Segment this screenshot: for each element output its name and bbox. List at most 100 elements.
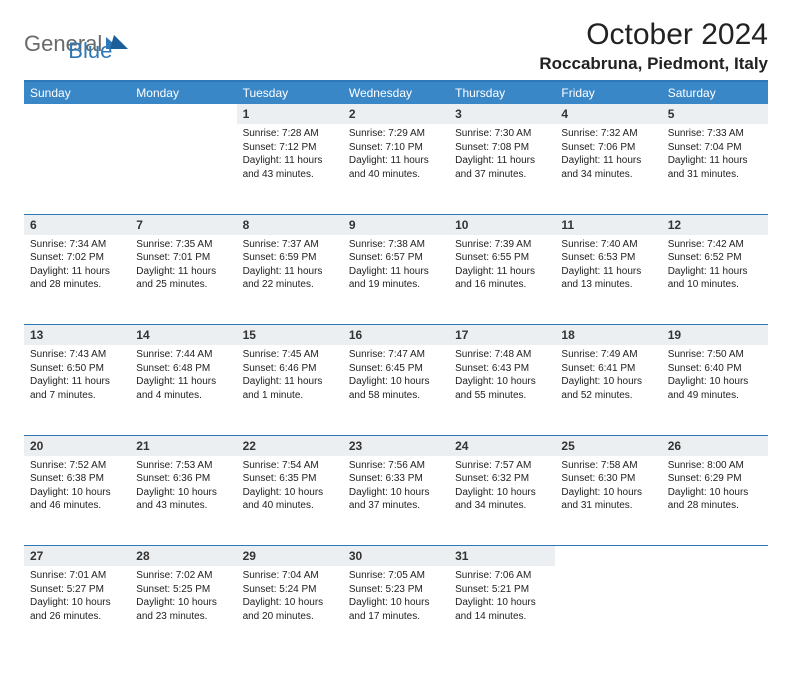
- day-cell: Sunrise: 7:44 AMSunset: 6:48 PMDaylight:…: [130, 345, 236, 435]
- sunrise-text: Sunrise: 7:42 AM: [668, 238, 762, 252]
- daylight-text: Daylight: 11 hours and 25 minutes.: [136, 265, 230, 292]
- daylight-text: Daylight: 10 hours and 34 minutes.: [455, 486, 549, 513]
- day-number: 24: [449, 435, 555, 456]
- day-number: [130, 104, 236, 124]
- sunset-text: Sunset: 6:52 PM: [668, 251, 762, 265]
- sunrise-text: Sunrise: 7:53 AM: [136, 459, 230, 473]
- day-number: [24, 104, 130, 124]
- day-content-row: Sunrise: 7:01 AMSunset: 5:27 PMDaylight:…: [24, 566, 768, 656]
- daylight-text: Daylight: 10 hours and 17 minutes.: [349, 596, 443, 623]
- day-number: 4: [555, 104, 661, 124]
- sunset-text: Sunset: 6:45 PM: [349, 362, 443, 376]
- daylight-text: Daylight: 10 hours and 14 minutes.: [455, 596, 549, 623]
- daylight-text: Daylight: 10 hours and 26 minutes.: [30, 596, 124, 623]
- sunset-text: Sunset: 5:21 PM: [455, 583, 549, 597]
- sunrise-text: Sunrise: 7:57 AM: [455, 459, 549, 473]
- sunrise-text: Sunrise: 8:00 AM: [668, 459, 762, 473]
- page-title: October 2024: [539, 18, 768, 52]
- daylight-text: Daylight: 11 hours and 10 minutes.: [668, 265, 762, 292]
- location: Roccabruna, Piedmont, Italy: [539, 54, 768, 74]
- day-number: 23: [343, 435, 449, 456]
- sunset-text: Sunset: 6:41 PM: [561, 362, 655, 376]
- sunset-text: Sunset: 6:33 PM: [349, 472, 443, 486]
- day-content-row: Sunrise: 7:34 AMSunset: 7:02 PMDaylight:…: [24, 235, 768, 325]
- day-cell: Sunrise: 7:50 AMSunset: 6:40 PMDaylight:…: [662, 345, 768, 435]
- sunrise-text: Sunrise: 7:38 AM: [349, 238, 443, 252]
- day-number: 20: [24, 435, 130, 456]
- day-number: 3: [449, 104, 555, 124]
- daylight-text: Daylight: 10 hours and 37 minutes.: [349, 486, 443, 513]
- day-content-row: Sunrise: 7:43 AMSunset: 6:50 PMDaylight:…: [24, 345, 768, 435]
- sunset-text: Sunset: 6:38 PM: [30, 472, 124, 486]
- sunrise-text: Sunrise: 7:49 AM: [561, 348, 655, 362]
- day-number: 29: [237, 546, 343, 567]
- day-number: 26: [662, 435, 768, 456]
- day-cell: Sunrise: 7:43 AMSunset: 6:50 PMDaylight:…: [24, 345, 130, 435]
- sunset-text: Sunset: 7:04 PM: [668, 141, 762, 155]
- sunset-text: Sunset: 6:55 PM: [455, 251, 549, 265]
- daylight-text: Daylight: 11 hours and 40 minutes.: [349, 154, 443, 181]
- sunrise-text: Sunrise: 7:02 AM: [136, 569, 230, 583]
- day-number: 12: [662, 214, 768, 235]
- day-header: Tuesday: [237, 81, 343, 104]
- daylight-text: Daylight: 11 hours and 37 minutes.: [455, 154, 549, 181]
- logo: General Blue: [24, 18, 112, 64]
- day-cell: Sunrise: 7:34 AMSunset: 7:02 PMDaylight:…: [24, 235, 130, 325]
- day-cell: Sunrise: 7:47 AMSunset: 6:45 PMDaylight:…: [343, 345, 449, 435]
- day-number-row: 12345: [24, 104, 768, 124]
- day-number: 1: [237, 104, 343, 124]
- day-cell: Sunrise: 7:01 AMSunset: 5:27 PMDaylight:…: [24, 566, 130, 656]
- day-cell: Sunrise: 7:28 AMSunset: 7:12 PMDaylight:…: [237, 124, 343, 214]
- day-cell: Sunrise: 7:37 AMSunset: 6:59 PMDaylight:…: [237, 235, 343, 325]
- sunrise-text: Sunrise: 7:30 AM: [455, 127, 549, 141]
- day-number: 6: [24, 214, 130, 235]
- sunrise-text: Sunrise: 7:32 AM: [561, 127, 655, 141]
- logo-text-blue: Blue: [68, 38, 112, 63]
- daylight-text: Daylight: 11 hours and 4 minutes.: [136, 375, 230, 402]
- day-cell: Sunrise: 7:42 AMSunset: 6:52 PMDaylight:…: [662, 235, 768, 325]
- daylight-text: Daylight: 10 hours and 40 minutes.: [243, 486, 337, 513]
- daylight-text: Daylight: 11 hours and 22 minutes.: [243, 265, 337, 292]
- sunrise-text: Sunrise: 7:01 AM: [30, 569, 124, 583]
- sunrise-text: Sunrise: 7:43 AM: [30, 348, 124, 362]
- day-cell: Sunrise: 7:57 AMSunset: 6:32 PMDaylight:…: [449, 456, 555, 546]
- daylight-text: Daylight: 10 hours and 55 minutes.: [455, 375, 549, 402]
- daylight-text: Daylight: 10 hours and 52 minutes.: [561, 375, 655, 402]
- sunrise-text: Sunrise: 7:37 AM: [243, 238, 337, 252]
- day-cell: [662, 566, 768, 656]
- day-header: Wednesday: [343, 81, 449, 104]
- day-cell: Sunrise: 7:33 AMSunset: 7:04 PMDaylight:…: [662, 124, 768, 214]
- day-cell: Sunrise: 7:53 AMSunset: 6:36 PMDaylight:…: [130, 456, 236, 546]
- day-cell: Sunrise: 7:30 AMSunset: 7:08 PMDaylight:…: [449, 124, 555, 214]
- day-number: 13: [24, 325, 130, 346]
- daylight-text: Daylight: 11 hours and 19 minutes.: [349, 265, 443, 292]
- day-number: 9: [343, 214, 449, 235]
- day-number: 14: [130, 325, 236, 346]
- sunset-text: Sunset: 6:40 PM: [668, 362, 762, 376]
- sunrise-text: Sunrise: 7:56 AM: [349, 459, 443, 473]
- day-content-row: Sunrise: 7:28 AMSunset: 7:12 PMDaylight:…: [24, 124, 768, 214]
- sunrise-text: Sunrise: 7:50 AM: [668, 348, 762, 362]
- day-number: 2: [343, 104, 449, 124]
- daylight-text: Daylight: 11 hours and 13 minutes.: [561, 265, 655, 292]
- day-cell: Sunrise: 7:32 AMSunset: 7:06 PMDaylight:…: [555, 124, 661, 214]
- sunrise-text: Sunrise: 7:33 AM: [668, 127, 762, 141]
- sunset-text: Sunset: 5:25 PM: [136, 583, 230, 597]
- sunrise-text: Sunrise: 7:52 AM: [30, 459, 124, 473]
- daylight-text: Daylight: 11 hours and 7 minutes.: [30, 375, 124, 402]
- day-number: 15: [237, 325, 343, 346]
- daylight-text: Daylight: 10 hours and 49 minutes.: [668, 375, 762, 402]
- day-cell: Sunrise: 7:35 AMSunset: 7:01 PMDaylight:…: [130, 235, 236, 325]
- sunset-text: Sunset: 7:01 PM: [136, 251, 230, 265]
- day-header: Friday: [555, 81, 661, 104]
- day-cell: Sunrise: 7:58 AMSunset: 6:30 PMDaylight:…: [555, 456, 661, 546]
- day-number: 19: [662, 325, 768, 346]
- sunset-text: Sunset: 6:50 PM: [30, 362, 124, 376]
- day-cell: [555, 566, 661, 656]
- day-cell: Sunrise: 7:02 AMSunset: 5:25 PMDaylight:…: [130, 566, 236, 656]
- sunset-text: Sunset: 6:32 PM: [455, 472, 549, 486]
- day-number: 8: [237, 214, 343, 235]
- daylight-text: Daylight: 10 hours and 23 minutes.: [136, 596, 230, 623]
- sunset-text: Sunset: 7:02 PM: [30, 251, 124, 265]
- day-header: Thursday: [449, 81, 555, 104]
